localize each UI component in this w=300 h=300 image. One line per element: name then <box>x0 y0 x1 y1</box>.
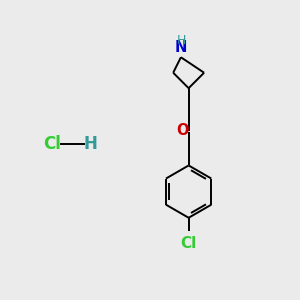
Text: Cl: Cl <box>43 135 61 153</box>
Text: H: H <box>84 135 98 153</box>
Text: Cl: Cl <box>181 236 197 250</box>
Text: O: O <box>176 123 188 138</box>
Text: H: H <box>177 34 186 47</box>
Text: N: N <box>175 40 187 55</box>
